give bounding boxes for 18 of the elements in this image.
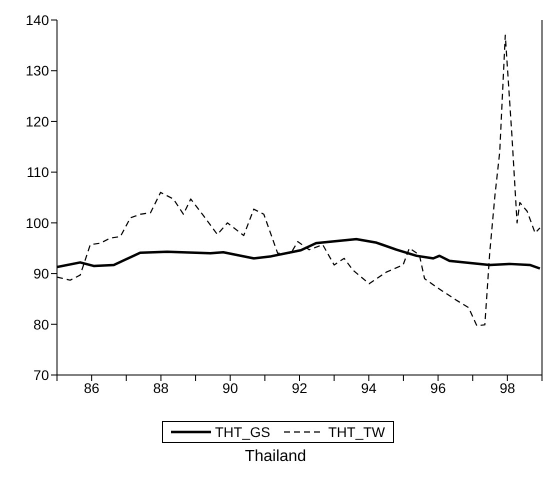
y-tick-label: 90 [33,266,50,282]
x-tick-label: 90 [222,380,238,396]
y-tick-label: 140 [26,12,50,28]
x-tick-label: 94 [360,380,377,396]
x-tick-label: 88 [153,380,169,396]
y-tick-label: 110 [26,164,50,180]
y-tick-label: 70 [33,366,50,383]
x-tick-label: 96 [430,380,446,396]
x-tick-label: 98 [500,380,516,396]
y-tick-label: 80 [33,316,50,332]
y-tick-label: 120 [26,113,50,130]
legend-label: THT_GS [214,424,270,440]
y-tick-label: 100 [26,214,50,231]
text: Thailand [244,448,308,466]
legend-label: THT_TW [327,424,385,440]
y-tick-label: 130 [26,62,50,79]
x-tick-label: 92 [292,380,308,396]
x-tick-label: 86 [84,380,100,396]
